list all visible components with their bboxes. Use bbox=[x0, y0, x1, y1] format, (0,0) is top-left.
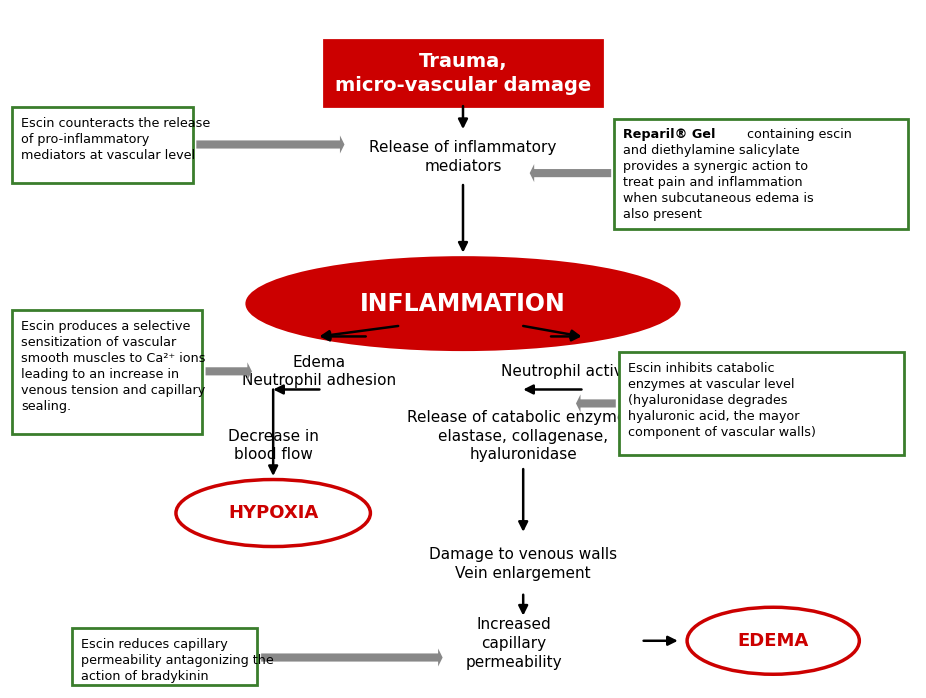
Text: Escin counteracts the release
of pro-inflammatory
mediators at vascular level: Escin counteracts the release of pro-inf… bbox=[21, 117, 210, 162]
FancyBboxPatch shape bbox=[12, 107, 193, 183]
Ellipse shape bbox=[245, 256, 681, 351]
FancyBboxPatch shape bbox=[324, 40, 602, 106]
Text: Escin produces a selective
sensitization of vascular
smooth muscles to Ca²⁺ ions: Escin produces a selective sensitization… bbox=[21, 320, 206, 413]
FancyBboxPatch shape bbox=[614, 119, 908, 229]
Text: HYPOXIA: HYPOXIA bbox=[228, 504, 319, 522]
Text: Edema
Neutrophil adhesion: Edema Neutrophil adhesion bbox=[243, 355, 396, 388]
Text: and diethylamine salicylate
provides a synergic action to
treat pain and inflamm: and diethylamine salicylate provides a s… bbox=[623, 128, 814, 221]
Text: Release of inflammatory
mediators: Release of inflammatory mediators bbox=[369, 140, 557, 174]
Ellipse shape bbox=[687, 607, 859, 674]
FancyBboxPatch shape bbox=[72, 628, 257, 685]
Text: Escin inhibits catabolic
enzymes at vascular level
(hyaluronidase degrades
hyalu: Escin inhibits catabolic enzymes at vasc… bbox=[628, 362, 816, 438]
Ellipse shape bbox=[176, 480, 370, 547]
Text: Damage to venous walls
Vein enlargement: Damage to venous walls Vein enlargement bbox=[429, 547, 618, 581]
Text: containing escin: containing escin bbox=[743, 128, 851, 142]
Text: Escin reduces capillary
permeability antagonizing the
action of bradykinin: Escin reduces capillary permeability ant… bbox=[81, 638, 274, 683]
Text: INFLAMMATION: INFLAMMATION bbox=[360, 292, 566, 315]
Text: Trauma,
micro-vascular damage: Trauma, micro-vascular damage bbox=[335, 52, 591, 95]
Text: Increased
capillary
permeability: Increased capillary permeability bbox=[466, 618, 562, 669]
FancyBboxPatch shape bbox=[619, 352, 904, 455]
FancyBboxPatch shape bbox=[12, 310, 202, 434]
Text: Neutrophil activation: Neutrophil activation bbox=[501, 364, 662, 379]
Text: Decrease in
blood flow: Decrease in blood flow bbox=[228, 429, 319, 462]
Text: EDEMA: EDEMA bbox=[738, 632, 808, 650]
Text: Release of catabolic enzymes:
elastase, collagenase,
hyaluronidase: Release of catabolic enzymes: elastase, … bbox=[407, 410, 640, 462]
Text: Reparil® Gel: Reparil® Gel bbox=[623, 128, 716, 142]
